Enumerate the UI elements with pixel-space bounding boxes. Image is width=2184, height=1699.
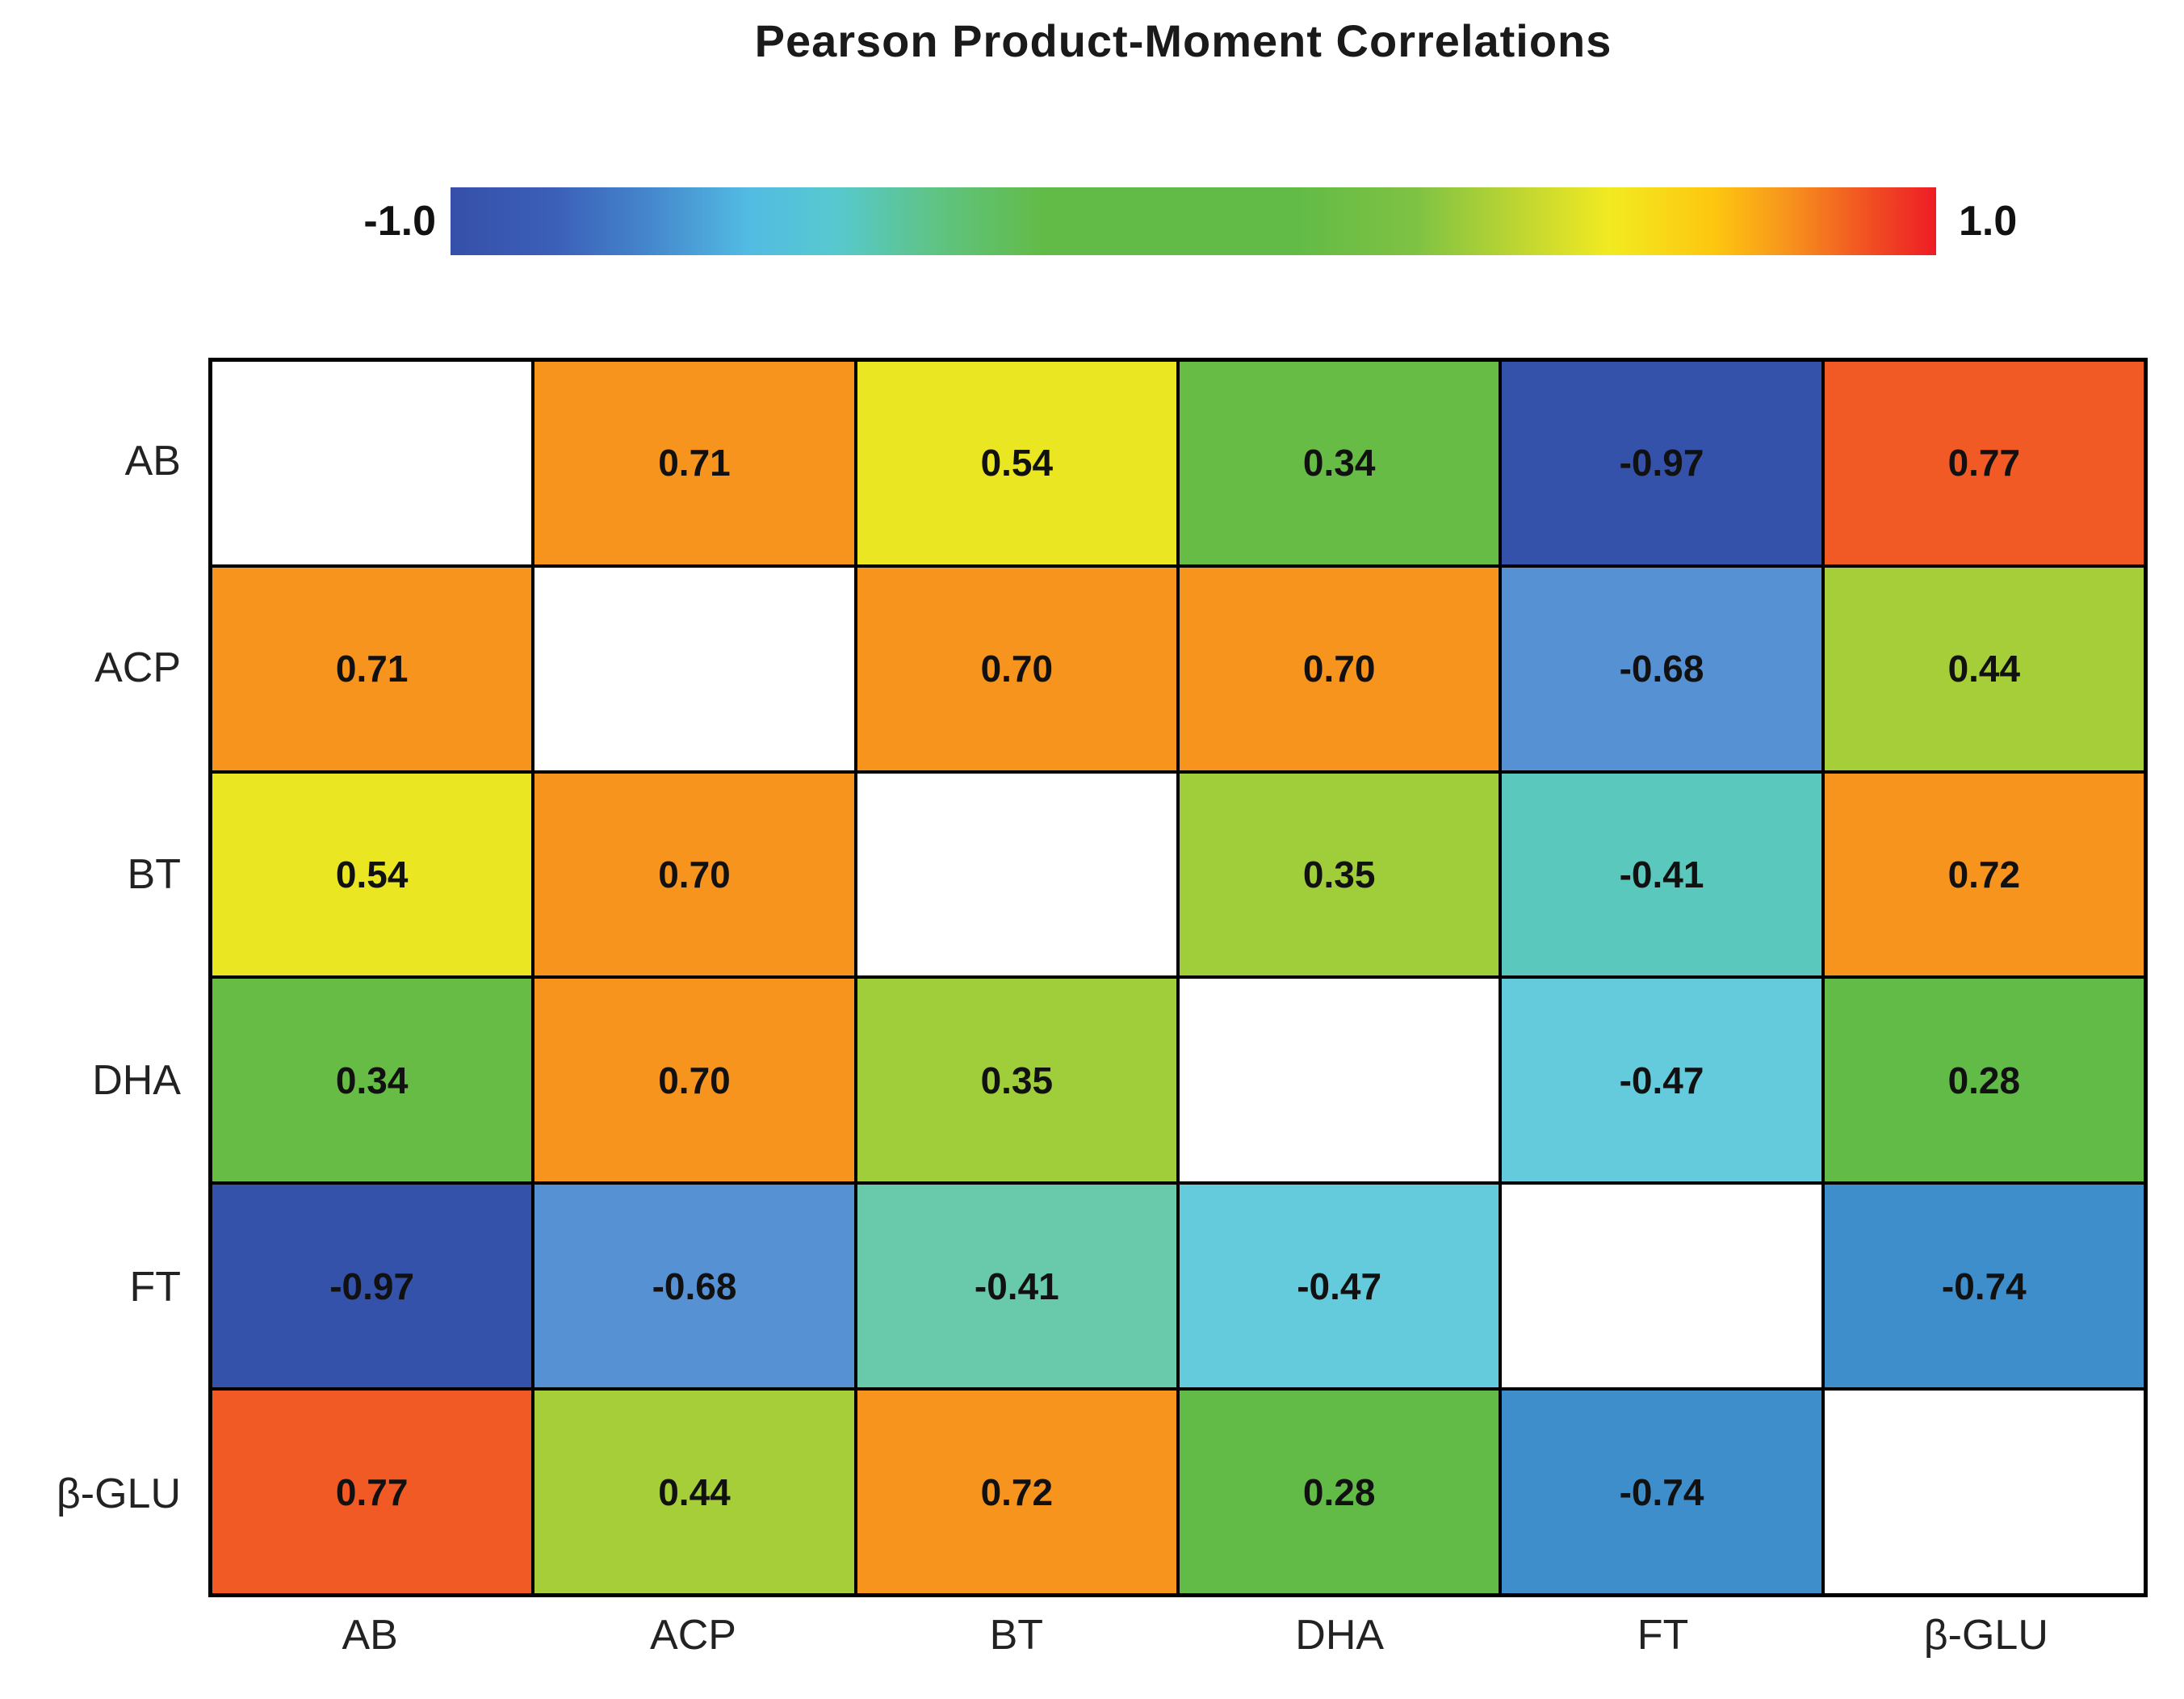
row-label: FT <box>129 1264 181 1311</box>
matrix-cell: 0.35 <box>855 977 1178 1184</box>
matrix-cell: -0.47 <box>1500 977 1823 1184</box>
matrix-cell: 0.70 <box>1178 565 1501 772</box>
matrix-cell: -0.97 <box>1500 360 1823 566</box>
matrix-cell <box>855 771 1178 978</box>
row-label: DHA <box>92 1057 181 1105</box>
matrix-cell: -0.41 <box>1500 771 1823 978</box>
matrix-cell: 0.44 <box>533 1389 856 1595</box>
colorbar-gradient <box>451 187 1936 255</box>
matrix-cell: -0.97 <box>211 1183 534 1390</box>
matrix-cell: 0.71 <box>211 565 534 772</box>
matrix-cell: 0.44 <box>1822 565 2145 772</box>
col-label: ACP <box>650 1612 736 1659</box>
matrix-cell: 0.54 <box>855 360 1178 566</box>
matrix-cell <box>1822 1389 2145 1595</box>
matrix-cell <box>211 360 534 566</box>
row-label: β-GLU <box>56 1470 181 1518</box>
matrix-cell: 0.34 <box>211 977 534 1184</box>
matrix-cell: -0.74 <box>1500 1389 1823 1595</box>
matrix-cell: 0.28 <box>1178 1389 1501 1595</box>
col-label: AB <box>342 1612 398 1659</box>
matrix-cell: -0.68 <box>1500 565 1823 772</box>
matrix-col-labels: AB ACP BT DHA FT β-GLU <box>208 1611 2148 1680</box>
matrix-cell <box>533 565 856 772</box>
matrix-cell <box>1178 977 1501 1184</box>
row-label: AB <box>124 437 181 485</box>
matrix-cell: -0.74 <box>1822 1183 2145 1390</box>
matrix-cell <box>1500 1183 1823 1390</box>
matrix-cell: -0.68 <box>533 1183 856 1390</box>
matrix-cell: -0.41 <box>855 1183 1178 1390</box>
matrix-cell: 0.34 <box>1178 360 1501 566</box>
matrix-cell: 0.77 <box>211 1389 534 1595</box>
matrix-cell: 0.28 <box>1822 977 2145 1184</box>
matrix-cell: 0.71 <box>533 360 856 566</box>
col-label: BT <box>989 1612 1044 1659</box>
col-label: β-GLU <box>1923 1612 2048 1659</box>
matrix-cell: 0.70 <box>855 565 1178 772</box>
matrix-row-labels: AB ACP BT DHA FT β-GLU <box>0 358 194 1597</box>
matrix-cell: -0.47 <box>1178 1183 1501 1390</box>
matrix-cell: 0.72 <box>855 1389 1178 1595</box>
correlation-matrix: 0.71 0.54 0.34 -0.97 0.77 0.71 0.70 0.70 -0.68 0.… <box>208 358 2148 1597</box>
colorbar-min-label: -1.0 <box>363 198 436 245</box>
matrix-cell: 0.54 <box>211 771 534 978</box>
matrix-cell: 0.70 <box>533 977 856 1184</box>
matrix-cell: 0.72 <box>1822 771 2145 978</box>
chart-title: Pearson Product-Moment Correlations <box>754 15 1612 66</box>
matrix-cell: 0.77 <box>1822 360 2145 566</box>
matrix-cell: 0.35 <box>1178 771 1501 978</box>
row-label: ACP <box>94 644 181 691</box>
row-label: BT <box>127 850 181 898</box>
col-label: FT <box>1637 1612 1689 1659</box>
colorbar-max-label: 1.0 <box>1959 198 2018 245</box>
col-label: DHA <box>1295 1612 1385 1659</box>
matrix-cell: 0.70 <box>533 771 856 978</box>
colorbar: -1.0 1.0 <box>307 187 2017 255</box>
